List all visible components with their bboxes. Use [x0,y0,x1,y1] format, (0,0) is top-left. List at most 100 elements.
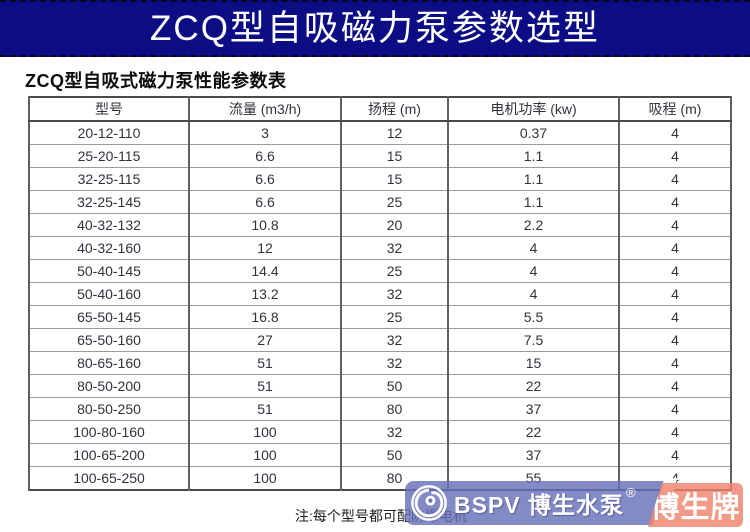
table-cell: 100 [188,466,342,491]
column-header: 吸程 (m) [618,96,732,122]
table-cell: 80-65-160 [28,351,190,375]
table-cell: 4 [618,374,732,398]
table-cell: 20-12-110 [28,120,190,145]
table-cell: 4 [618,120,732,145]
table-cell: 37 [447,397,620,421]
table-cell: 80-50-200 [28,374,190,398]
table-cell: 51 [188,351,342,375]
table-cell: 4 [618,236,732,260]
table-row: 80-50-250 51 80 37 4 [28,397,732,421]
table-row: 32-25-145 6.6 25 1.1 4 [28,190,732,214]
table-cell: 4 [618,144,732,168]
table-caption: ZCQ型自吸式磁力泵性能参数表 [25,71,287,91]
table-cell: 0.37 [447,120,620,145]
table-cell: 50-40-160 [28,282,190,306]
table-cell: 37 [447,443,620,467]
table-cell: 100-80-160 [28,420,190,444]
title-banner: ZCQ型自吸磁力泵参数选型 [0,0,750,57]
table-row: 80-50-200 51 50 22 4 [28,374,732,398]
table-cell: 80-50-250 [28,397,190,421]
table-cell: 4 [447,259,620,283]
table-row: 100-65-200 100 50 37 4 [28,443,732,467]
table-cell: 4 [618,420,732,444]
table-cell: 80 [340,397,449,421]
table-cell: 65-50-160 [28,328,190,352]
column-header: 流量 (m3/h) [188,96,342,122]
column-header: 电机功率 (kw) [447,96,620,122]
table-cell: 5.5 [447,305,620,329]
table-cell: 15 [340,144,449,168]
table-cell: 15 [340,167,449,191]
table-cell: 14.4 [188,259,342,283]
table-cell: 25-20-115 [28,144,190,168]
table-cell: 32 [340,282,449,306]
header-row: 型号 流量 (m3/h) 扬程 (m) 电机功率 (kw) 吸程 (m) [28,96,732,122]
column-header: 扬程 (m) [340,96,449,122]
table-cell: 1.1 [447,190,620,214]
table-cell: 15 [447,351,620,375]
table-cell: 100-65-200 [28,443,190,467]
table-cell: 100 [188,420,342,444]
table-body: 20-12-110 3 12 0.37 4 25-20-115 6.6 15 1.1 4 32-25… [28,120,732,491]
table-cell: 32 [340,351,449,375]
table-row: 50-40-145 14.4 25 4 4 [28,259,732,283]
table-cell: 3 [188,120,342,145]
table-row: 40-32-160 12 32 4 4 [28,236,732,260]
table-cell: 25 [340,190,449,214]
table-row: 32-25-115 6.6 15 1.1 4 [28,167,732,191]
table-cell: 100-65-250 [28,466,190,491]
table-cell: 2.2 [447,213,620,237]
table-cell: 6.6 [188,167,342,191]
table-cell: 32 [340,328,449,352]
table-cell: 65-50-145 [28,305,190,329]
table-cell: 12 [188,236,342,260]
table-row: 65-50-160 27 32 7.5 4 [28,328,732,352]
table-cell: 6.6 [188,190,342,214]
table-cell: 25 [340,305,449,329]
table-cell: 4 [618,167,732,191]
table-cell: 51 [188,374,342,398]
column-header: 型号 [28,96,190,122]
table-cell: 4 [618,213,732,237]
table-row: 20-12-110 3 12 0.37 4 [28,120,732,145]
table-cell: 25 [340,259,449,283]
table-cell: 4 [618,305,732,329]
table-cell: 16.8 [188,305,342,329]
brand-watermark-blue: BSPV 博生水泵 ® [405,481,668,525]
table-row: 25-20-115 6.6 15 1.1 4 [28,144,732,168]
brand-badge-label: 博生牌 [650,492,741,524]
table-cell: 32-25-115 [28,167,190,191]
table-cell: 50 [340,443,449,467]
table-cell: 32-25-145 [28,190,190,214]
table-row: 80-65-160 51 32 15 4 [28,351,732,375]
brand-badge: 博生牌 [648,483,743,527]
table-cell: 13.2 [188,282,342,306]
table-cell: 6.6 [188,144,342,168]
table-cell: 40-32-132 [28,213,190,237]
table-cell: 51 [188,397,342,421]
table-cell: 4 [618,351,732,375]
table-cell: 4 [447,282,620,306]
table-row: 40-32-132 10.8 20 2.2 4 [28,213,732,237]
table-cell: 22 [447,420,620,444]
pump-logo-icon [410,484,448,522]
table-cell: 27 [188,328,342,352]
table-cell: 12 [340,120,449,145]
table-cell: 4 [618,397,732,421]
table-row: 65-50-145 16.8 25 5.5 4 [28,305,732,329]
table-cell: 10.8 [188,213,342,237]
table-cell: 7.5 [447,328,620,352]
spec-table: 型号 流量 (m3/h) 扬程 (m) 电机功率 (kw) 吸程 (m) 20-12-1… [28,96,732,491]
table-cell: 50 [340,374,449,398]
table-row: 50-40-160 13.2 32 4 4 [28,282,732,306]
table-cell: 40-32-160 [28,236,190,260]
table-cell: 4 [618,443,732,467]
table-cell: 1.1 [447,167,620,191]
table-cell: 4 [618,328,732,352]
table-cell: 50-40-145 [28,259,190,283]
registered-trademark-icon: ® [626,484,636,500]
table-cell: 4 [618,259,732,283]
table-cell: 32 [340,236,449,260]
table-cell: 4 [618,282,732,306]
table-cell: 100 [188,443,342,467]
